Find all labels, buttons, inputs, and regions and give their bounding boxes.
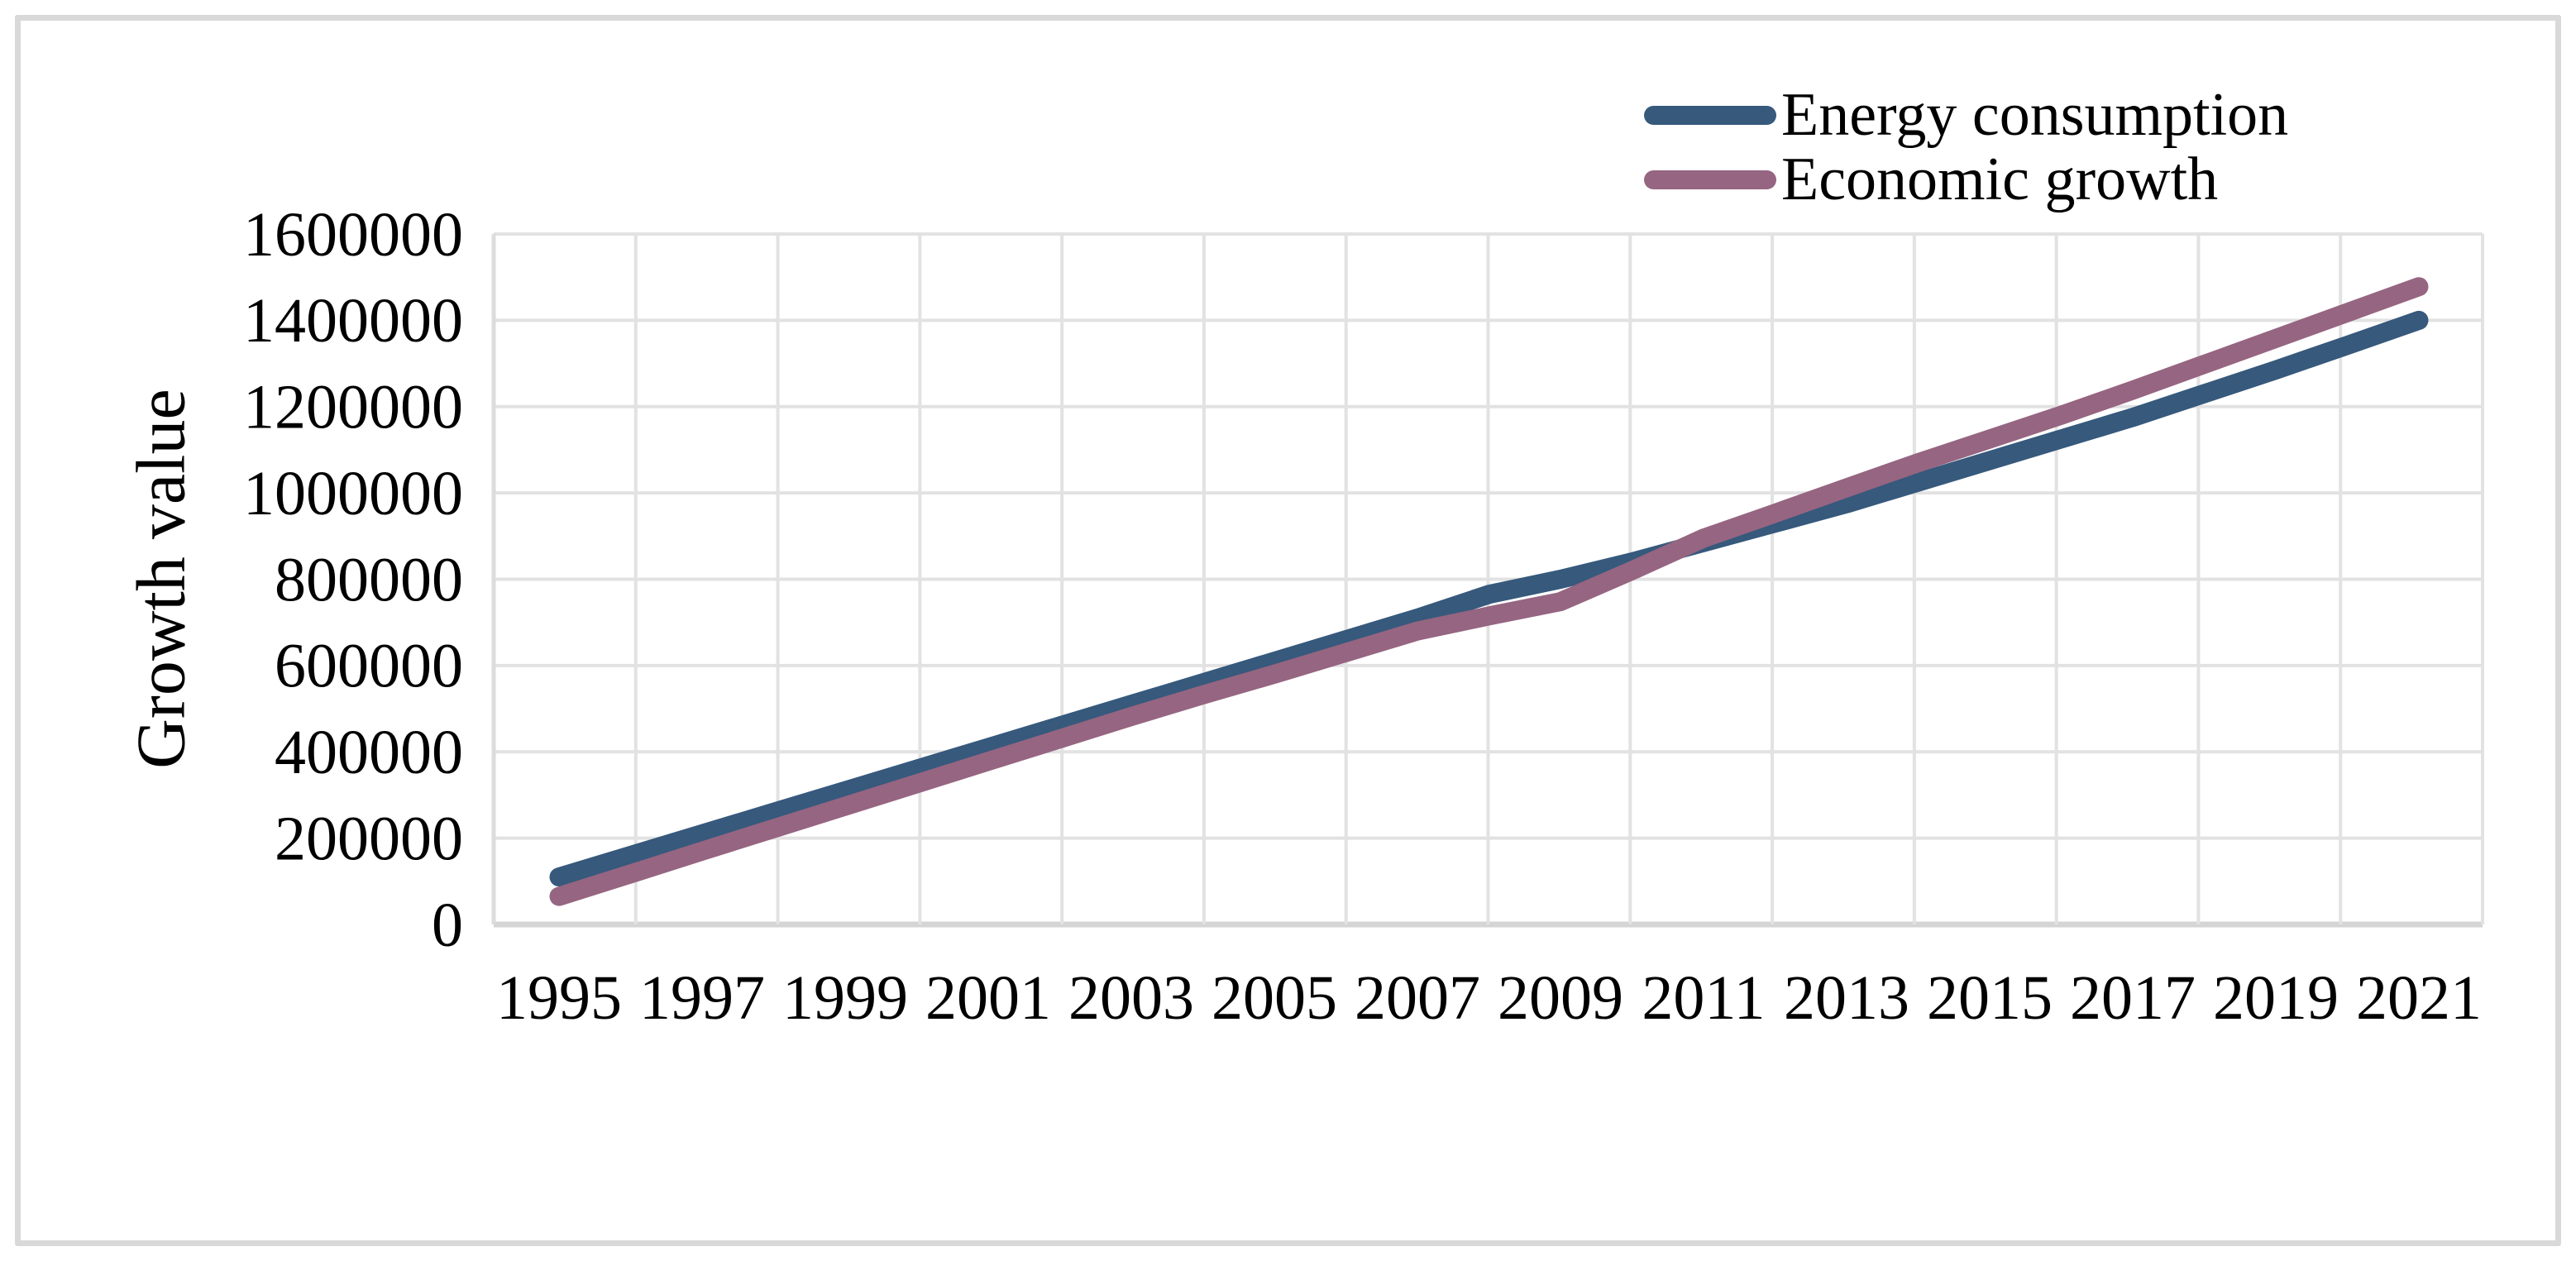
y-tick-label: 1000000 (243, 459, 463, 528)
x-tick-label: 2007 (1355, 963, 1480, 1033)
x-tick-label: 2015 (1927, 963, 2053, 1033)
x-tick-label: 1999 (782, 963, 908, 1033)
legend-item-economic-growth: Economic growth (1644, 149, 2218, 210)
y-tick-label: 1400000 (243, 286, 463, 356)
x-tick-label: 2003 (1068, 963, 1194, 1033)
legend-label-economic-growth: Economic growth (1781, 146, 2219, 213)
legend-swatch-energy-consumption (1644, 105, 1776, 125)
chart-outer-frame (15, 15, 2561, 1246)
x-tick-label: 2005 (1212, 963, 1337, 1033)
y-tick-label: 0 (432, 891, 463, 960)
y-tick-label: 600000 (275, 632, 463, 701)
y-tick-label: 200000 (275, 804, 463, 873)
series-line-energy-consumption (549, 310, 2429, 887)
legend-item-energy-consumption: Energy consumption (1644, 84, 2288, 146)
x-tick-label: 1997 (639, 963, 765, 1033)
y-tick-label: 1600000 (243, 200, 463, 270)
x-tick-label: 2011 (1642, 963, 1765, 1033)
y-tick-label: 800000 (275, 545, 463, 614)
legend-swatch-economic-growth (1644, 170, 1776, 189)
x-tick-label: 2013 (1784, 963, 1909, 1033)
x-tick-label: 2019 (2213, 963, 2339, 1033)
x-tick-label: 2001 (925, 963, 1051, 1033)
y-axis-title: Growth value (122, 389, 200, 769)
x-tick-label: 2021 (2356, 963, 2482, 1033)
x-tick-label: 2009 (1498, 963, 1623, 1033)
x-tick-label: 1995 (496, 963, 622, 1033)
series-line-economic-growth (549, 277, 2429, 906)
y-tick-label: 1200000 (243, 373, 463, 442)
x-tick-label: 2017 (2070, 963, 2196, 1033)
y-tick-label: 400000 (275, 718, 463, 787)
legend-label-energy-consumption: Energy consumption (1781, 81, 2289, 149)
